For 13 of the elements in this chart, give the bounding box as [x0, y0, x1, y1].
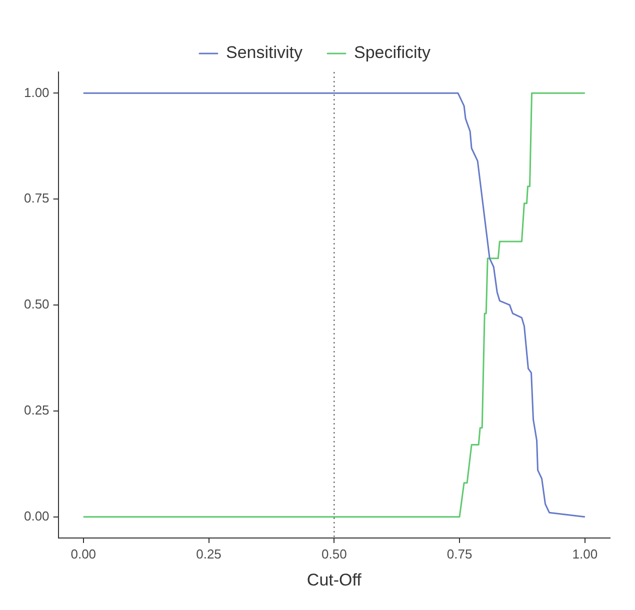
legend-label: Specificity [354, 43, 432, 62]
x-tick-label: 0.25 [196, 546, 222, 562]
x-tick-label: 0.75 [446, 546, 472, 562]
y-tick-label: 0.25 [24, 402, 50, 418]
x-axis-title: Cut-Off [306, 570, 362, 590]
y-tick-label: 0.75 [24, 190, 50, 206]
x-tick-label: 0.50 [321, 546, 347, 562]
x-tick-label: 1.00 [572, 546, 598, 562]
legend-label: Sensitivity [226, 43, 303, 62]
x-tick-label: 0.00 [70, 546, 96, 562]
y-tick-label: 1.00 [24, 84, 50, 100]
y-tick-label: 0.50 [24, 296, 50, 312]
y-tick-label: 0.00 [24, 508, 50, 524]
